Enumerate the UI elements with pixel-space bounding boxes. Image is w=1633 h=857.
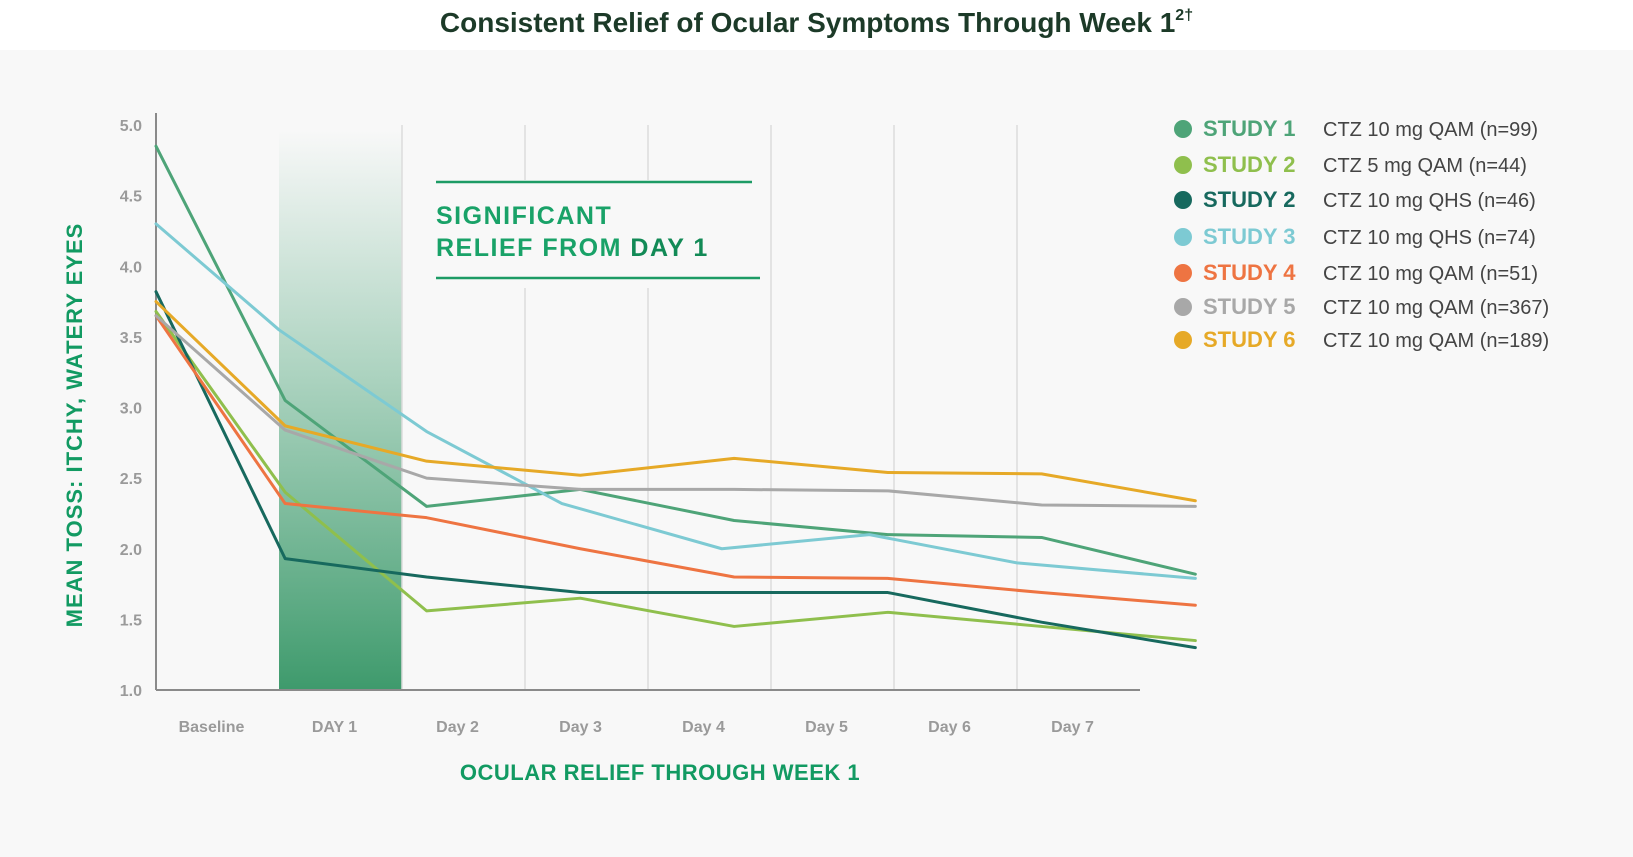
x-tick-label: Day 5 xyxy=(805,719,848,736)
legend: STUDY 1 CTZ 10 mg QAM (n=99) STUDY 2 CTZ 5 … xyxy=(1174,116,1549,352)
y-tick-label: 3.0 xyxy=(120,401,142,418)
legend-item: STUDY 2 CTZ 5 mg QAM (n=44) xyxy=(1174,152,1527,177)
legend-description: CTZ 5 mg QAM (n=44) xyxy=(1323,155,1527,177)
legend-study-label: STUDY 1 xyxy=(1203,116,1296,141)
series-line-7 xyxy=(154,300,1197,503)
legend-item: STUDY 1 CTZ 10 mg QAM (n=99) xyxy=(1174,116,1538,141)
legend-description: CTZ 10 mg QAM (n=367) xyxy=(1323,297,1549,319)
legend-marker xyxy=(1174,120,1192,138)
legend-study-label: STUDY 2 xyxy=(1203,152,1296,177)
x-tick-label: Day 6 xyxy=(928,719,971,736)
legend-study-label: STUDY 4 xyxy=(1203,260,1296,285)
series-line-5 xyxy=(154,314,1197,607)
series-line-6 xyxy=(154,314,1197,508)
legend-item: STUDY 2 CTZ 10 mg QHS (n=46) xyxy=(1174,187,1536,212)
y-tick-label: 5.0 xyxy=(120,118,142,135)
y-tick-label: 4.0 xyxy=(120,259,142,276)
legend-marker xyxy=(1174,331,1192,349)
x-tick-label: Day 3 xyxy=(559,719,602,736)
y-tick-label: 2.5 xyxy=(120,471,142,488)
legend-study-label: STUDY 6 xyxy=(1203,327,1296,352)
legend-description: CTZ 10 mg QHS (n=46) xyxy=(1323,190,1536,212)
legend-description: CTZ 10 mg QHS (n=74) xyxy=(1323,227,1536,249)
x-tick-label: Day 7 xyxy=(1051,719,1094,736)
y-tick-label: 1.5 xyxy=(120,612,142,629)
annotation-line-2: RELIEF FROM DAY 1 xyxy=(436,234,709,262)
x-axis-label: OCULAR RELIEF THROUGH WEEK 1 xyxy=(460,760,860,785)
chart-panel: 1.0 1.5 2.0 2.5 3.0 3.5 4.0 4.5 5.0 Baseline DAY 1… xyxy=(0,50,1633,857)
line-chart: 1.0 1.5 2.0 2.5 3.0 3.5 4.0 4.5 5.0 Baseline DAY 1… xyxy=(62,113,1549,785)
y-tick-label: 3.5 xyxy=(120,330,142,347)
legend-item: STUDY 4 CTZ 10 mg QAM (n=51) xyxy=(1174,260,1538,285)
legend-marker xyxy=(1174,264,1192,282)
y-axis-label: MEAN TOSS: ITCHY, WATERY EYES xyxy=(62,223,87,628)
annotation-line-1: SIGNIFICANT xyxy=(436,202,612,230)
x-tick-label: DAY 1 xyxy=(312,719,357,736)
legend-description: CTZ 10 mg QAM (n=51) xyxy=(1323,263,1538,285)
legend-study-label: STUDY 2 xyxy=(1203,187,1296,212)
legend-marker xyxy=(1174,191,1192,209)
x-tick-label: Day 2 xyxy=(436,719,479,736)
annotation-callout: SIGNIFICANT RELIEF FROM DAY 1 xyxy=(426,180,760,288)
legend-description: CTZ 10 mg QAM (n=99) xyxy=(1323,119,1538,141)
x-tick-label: Day 4 xyxy=(682,719,725,736)
legend-marker xyxy=(1174,298,1192,316)
chart-title-text: Consistent Relief of Ocular Symptoms Thr… xyxy=(439,7,1176,38)
series-line-1 xyxy=(154,144,1197,576)
annotation-line-2-prefix: RELIEF FROM xyxy=(436,234,630,262)
y-tick-label: 2.0 xyxy=(120,542,142,559)
annotation-line-2-strong: DAY 1 xyxy=(630,234,708,262)
legend-study-label: STUDY 5 xyxy=(1203,294,1296,319)
legend-marker xyxy=(1174,156,1192,174)
legend-marker xyxy=(1174,228,1192,246)
legend-item: STUDY 3 CTZ 10 mg QHS (n=74) xyxy=(1174,224,1536,249)
legend-study-label: STUDY 3 xyxy=(1203,224,1296,249)
legend-item: STUDY 5 CTZ 10 mg QAM (n=367) xyxy=(1174,294,1549,319)
y-tick-label: 1.0 xyxy=(120,683,142,700)
series-line-2 xyxy=(154,309,1197,643)
legend-item: STUDY 6 CTZ 10 mg QAM (n=189) xyxy=(1174,327,1549,352)
chart-title: Consistent Relief of Ocular Symptoms Thr… xyxy=(0,0,1633,50)
series-line-4 xyxy=(154,222,1197,580)
annotation-background xyxy=(426,180,756,288)
y-tick-label: 4.5 xyxy=(120,189,142,206)
x-tick-label: Baseline xyxy=(179,719,245,736)
series-line-3 xyxy=(154,290,1197,650)
chart-title-footnote: 2† xyxy=(1175,7,1194,24)
legend-description: CTZ 10 mg QAM (n=189) xyxy=(1323,330,1549,352)
